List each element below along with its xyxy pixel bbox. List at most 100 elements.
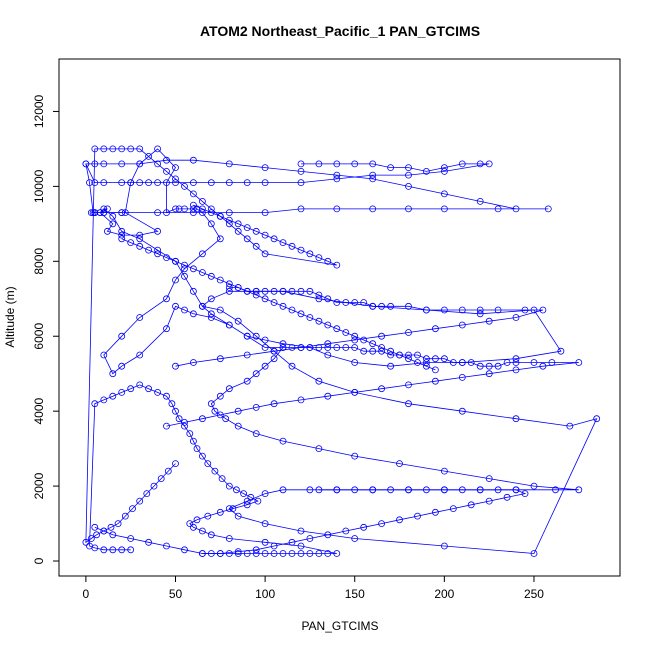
data-point xyxy=(512,205,520,213)
data-point xyxy=(458,486,466,494)
data-point xyxy=(288,287,296,295)
data-point xyxy=(198,250,206,258)
data-point xyxy=(216,411,224,419)
data-point xyxy=(324,531,332,539)
data-point xyxy=(207,310,215,318)
data-point xyxy=(127,535,135,542)
data-point xyxy=(243,497,251,505)
data-point xyxy=(405,205,412,213)
data-point xyxy=(100,546,108,554)
data-point xyxy=(198,452,206,460)
data-point xyxy=(252,430,260,438)
data-point xyxy=(306,314,314,321)
data-point xyxy=(175,415,183,423)
data-point xyxy=(100,205,108,213)
data-point xyxy=(198,302,206,310)
data-point xyxy=(225,280,233,288)
data-point xyxy=(163,392,170,400)
series-4 xyxy=(163,344,583,430)
data-point xyxy=(243,377,251,385)
data-point xyxy=(163,156,170,164)
data-point xyxy=(181,265,188,273)
data-point xyxy=(369,486,377,494)
data-point xyxy=(333,325,341,333)
data-point xyxy=(440,205,448,213)
y-tick-label: 10000 xyxy=(32,169,46,203)
data-point xyxy=(254,497,262,505)
series-1 xyxy=(82,156,552,217)
data-point xyxy=(333,261,341,269)
data-point xyxy=(530,550,538,557)
data-point xyxy=(225,160,233,168)
data-point xyxy=(216,550,224,557)
x-tick-label: 150 xyxy=(345,587,365,601)
data-point xyxy=(216,276,224,284)
data-point xyxy=(270,400,278,408)
data-point xyxy=(476,306,484,314)
data-point xyxy=(458,321,466,329)
data-point xyxy=(243,332,251,340)
data-point xyxy=(333,171,341,179)
data-point xyxy=(512,366,520,374)
data-point xyxy=(387,164,395,172)
data-point xyxy=(109,145,117,153)
data-point xyxy=(333,486,341,494)
data-point xyxy=(145,246,153,254)
data-point xyxy=(193,516,201,524)
data-point xyxy=(163,295,170,303)
data-point xyxy=(198,415,206,423)
data-point xyxy=(109,212,117,220)
data-point xyxy=(396,460,403,468)
data-point xyxy=(91,400,99,408)
data-point xyxy=(512,415,520,423)
data-point xyxy=(189,205,197,213)
data-point xyxy=(91,145,99,153)
data-point xyxy=(351,344,359,351)
data-point xyxy=(261,344,269,351)
data-point xyxy=(87,209,95,217)
data-point xyxy=(333,205,341,213)
data-point xyxy=(118,362,126,370)
data-point xyxy=(154,209,162,217)
data-point xyxy=(261,538,269,546)
data-point xyxy=(333,344,341,351)
data-point xyxy=(449,359,457,366)
data-point xyxy=(198,205,206,213)
data-point xyxy=(440,306,448,314)
data-point xyxy=(207,179,215,187)
data-point xyxy=(485,362,493,370)
data-point xyxy=(252,291,260,299)
data-point xyxy=(234,227,242,235)
x-tick-label: 50 xyxy=(169,587,183,601)
data-point xyxy=(127,546,135,554)
data-point xyxy=(369,205,377,213)
data-point xyxy=(193,445,201,453)
data-point xyxy=(342,527,350,535)
series-line xyxy=(94,489,527,554)
data-point xyxy=(243,287,251,295)
data-point xyxy=(163,167,170,175)
data-point xyxy=(104,227,111,235)
data-point xyxy=(279,550,287,557)
data-point xyxy=(252,227,260,235)
data-point xyxy=(234,550,242,557)
data-point xyxy=(261,550,269,557)
data-point xyxy=(181,182,188,190)
data-point xyxy=(315,160,323,168)
data-point xyxy=(100,145,108,153)
data-point xyxy=(288,306,296,314)
data-point xyxy=(216,306,224,314)
data-point xyxy=(234,512,242,520)
data-point xyxy=(422,362,430,370)
data-point xyxy=(369,347,377,355)
data-point xyxy=(422,355,430,363)
data-point xyxy=(405,171,412,179)
data-point xyxy=(86,179,93,187)
data-point xyxy=(87,535,95,542)
data-point xyxy=(222,415,230,423)
data-point xyxy=(387,486,395,494)
data-point xyxy=(405,355,412,363)
data-point xyxy=(414,351,421,359)
data-point xyxy=(225,216,233,224)
data-point xyxy=(252,403,260,411)
